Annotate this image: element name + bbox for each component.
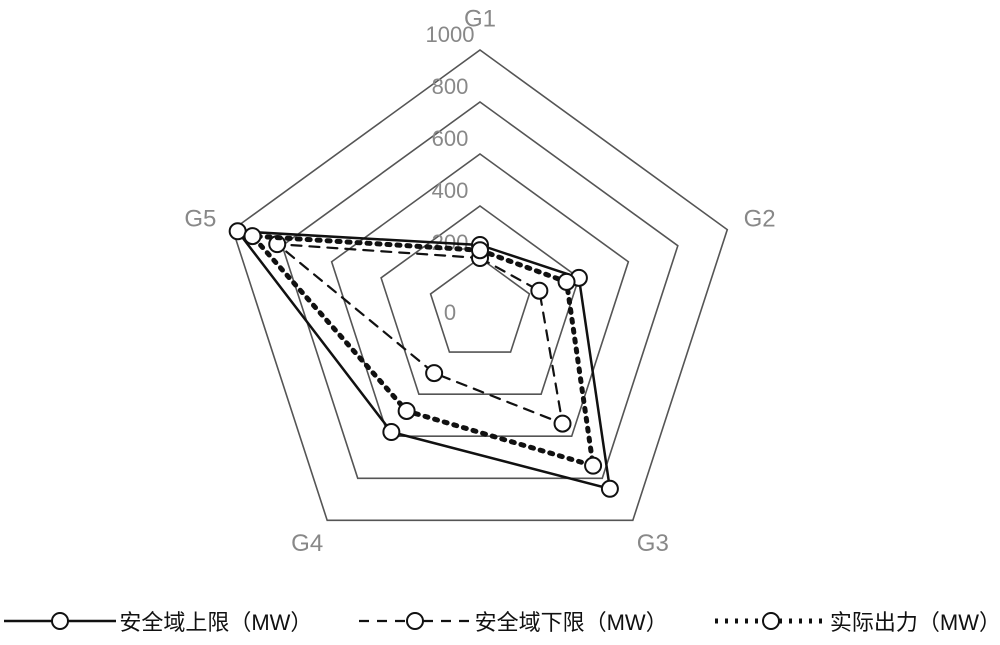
series-marker-lower <box>426 365 442 381</box>
radar-axis-label: G4 <box>291 530 323 557</box>
legend-swatch-actual <box>711 607 830 635</box>
radar-tick-label: 600 <box>432 126 469 151</box>
radar-tick-label: 0 <box>444 300 456 325</box>
radar-tick-label: 400 <box>432 178 469 203</box>
radar-tick-label: 800 <box>432 74 469 99</box>
legend: 安全域上限（MW） 安全域下限（MW） 实际出力（MW） <box>0 605 1000 637</box>
legend-label: 安全域下限（MW） <box>475 605 667 637</box>
series-marker-actual <box>559 274 575 290</box>
radar-axis-label: G2 <box>744 206 776 233</box>
radar-chart: 02004006008001000G1G2G3G4G5 <box>0 0 1000 645</box>
series-marker-lower <box>531 283 547 299</box>
series-marker-upper <box>383 424 399 440</box>
radar-axis-label: G3 <box>637 530 669 557</box>
series-marker-actual <box>585 458 601 474</box>
legend-swatch-lower <box>355 607 474 635</box>
radar-axis-label: G5 <box>184 206 216 233</box>
legend-item-lower: 安全域下限（MW） <box>355 605 666 637</box>
legend-swatch-upper <box>0 607 119 635</box>
legend-label: 安全域上限（MW） <box>119 605 311 637</box>
legend-item-upper: 安全域上限（MW） <box>0 605 311 637</box>
series-marker-actual <box>399 403 415 419</box>
series-marker-actual <box>472 242 488 258</box>
legend-item-actual: 实际出力（MW） <box>711 605 1000 637</box>
series-marker-actual <box>245 228 261 244</box>
radar-chart-container: 02004006008001000G1G2G3G4G5 安全域上限（MW）安全域… <box>0 0 1000 645</box>
series-marker-upper <box>230 223 246 239</box>
legend-label: 实际出力（MW） <box>830 605 1000 637</box>
series-marker-upper <box>602 481 618 497</box>
radar-axis-label: G1 <box>464 5 496 32</box>
series-marker-lower <box>555 416 571 432</box>
